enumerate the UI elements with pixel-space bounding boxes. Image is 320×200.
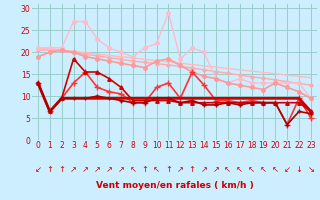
Text: ↗: ↗ <box>177 165 184 174</box>
Text: ↑: ↑ <box>141 165 148 174</box>
Text: ↗: ↗ <box>94 165 101 174</box>
Text: ↗: ↗ <box>82 165 89 174</box>
Text: ↑: ↑ <box>58 165 65 174</box>
Text: ↖: ↖ <box>248 165 255 174</box>
Text: ↗: ↗ <box>106 165 113 174</box>
Text: ↑: ↑ <box>165 165 172 174</box>
Text: ↗: ↗ <box>212 165 220 174</box>
Text: ↙: ↙ <box>35 165 41 174</box>
Text: ↗: ↗ <box>70 165 77 174</box>
Text: ↖: ↖ <box>236 165 243 174</box>
Text: ↑: ↑ <box>189 165 196 174</box>
Text: ↗: ↗ <box>117 165 124 174</box>
Text: ↖: ↖ <box>224 165 231 174</box>
Text: ↖: ↖ <box>272 165 279 174</box>
Text: ↑: ↑ <box>46 165 53 174</box>
Text: ↓: ↓ <box>295 165 302 174</box>
X-axis label: Vent moyen/en rafales ( km/h ): Vent moyen/en rafales ( km/h ) <box>96 181 253 190</box>
Text: ↖: ↖ <box>153 165 160 174</box>
Text: ↘: ↘ <box>308 165 314 174</box>
Text: ↖: ↖ <box>260 165 267 174</box>
Text: ↗: ↗ <box>201 165 208 174</box>
Text: ↙: ↙ <box>284 165 291 174</box>
Text: ↖: ↖ <box>129 165 136 174</box>
